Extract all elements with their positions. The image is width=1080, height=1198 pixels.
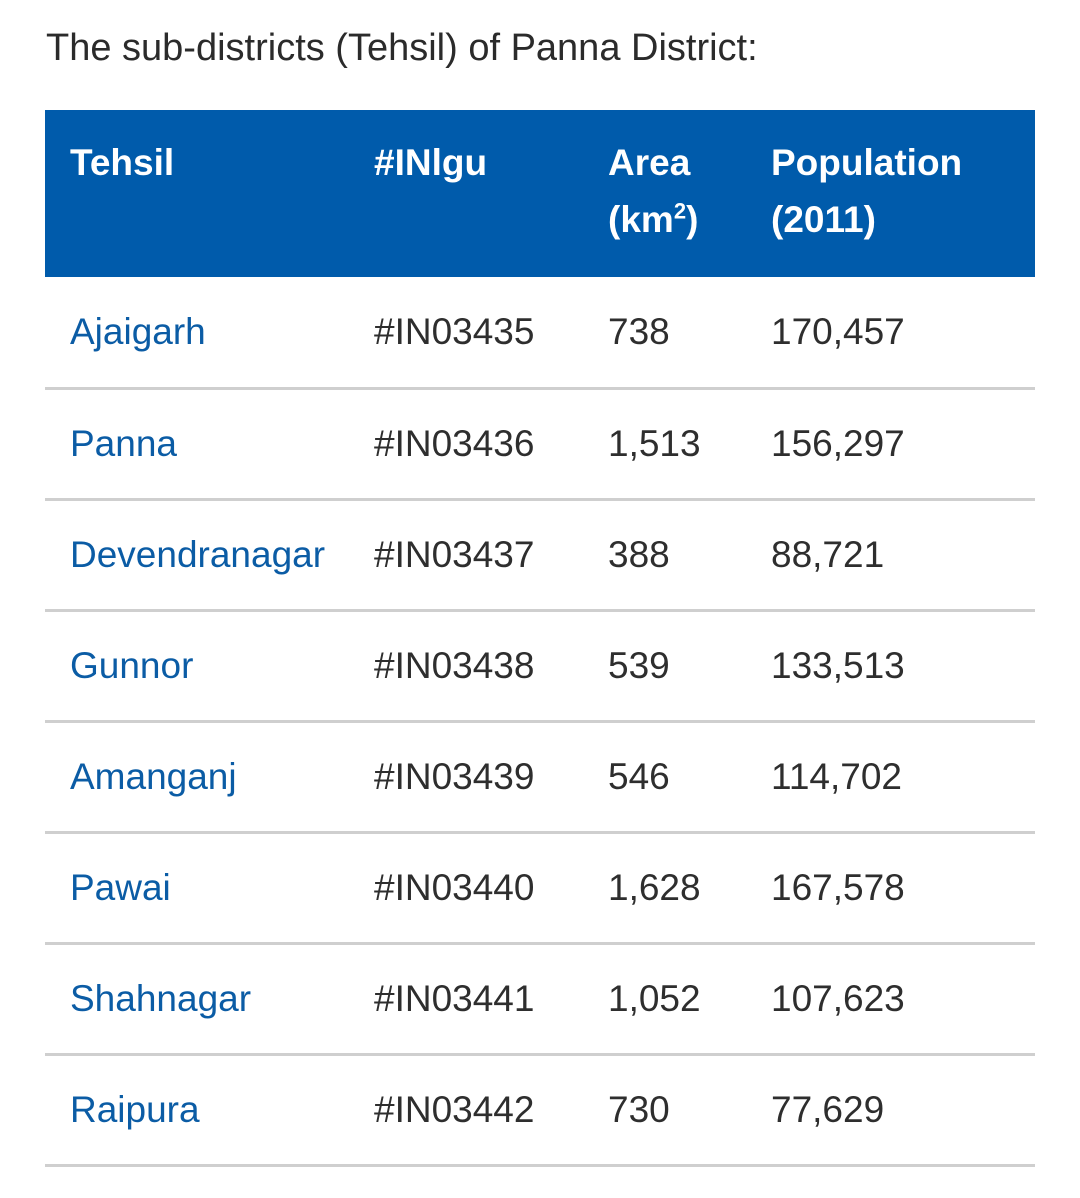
tehsil-cell: Pawai	[45, 832, 374, 943]
header-population-line2: (2011)	[771, 199, 876, 240]
header-area-line1: Area	[608, 142, 691, 183]
header-area-unit-sup: 2	[673, 198, 687, 224]
tehsil-table: Tehsil #INlgu Area (km2) Population (2011)…	[45, 110, 1035, 1167]
tehsil-cell: Shahnagar	[45, 943, 374, 1054]
tehsil-cell: Devendranagar	[45, 499, 374, 610]
tehsil-link[interactable]: Ajaigarh	[70, 310, 206, 352]
header-area: Area (km2)	[608, 110, 771, 277]
population-cell: 156,297	[771, 422, 905, 464]
header-inlgu: #INlgu	[374, 110, 608, 277]
tehsil-cell: Raipura	[45, 1054, 374, 1165]
area-cell: 388	[608, 533, 670, 575]
tehsil-link[interactable]: Amanganj	[70, 755, 237, 797]
population-cell: 170,457	[771, 310, 905, 352]
population-cell: 167,578	[771, 866, 905, 908]
area-cell: 738	[608, 310, 670, 352]
tehsil-link[interactable]: Raipura	[70, 1088, 200, 1130]
tehsil-link[interactable]: Gunnor	[70, 644, 194, 686]
table-row: Gunnor #IN03438 539 133,513	[45, 610, 1035, 721]
tehsil-link[interactable]: Panna	[70, 422, 177, 464]
table-row: Panna #IN03436 1,513 156,297	[45, 388, 1035, 499]
header-area-unit-close: )	[686, 199, 699, 240]
tehsil-link[interactable]: Pawai	[70, 866, 171, 908]
header-tehsil-label: Tehsil	[70, 142, 175, 183]
intro-text: The sub-districts (Tehsil) of Panna Dist…	[46, 27, 758, 69]
population-cell: 107,623	[771, 977, 905, 1019]
table-row: Ajaigarh #IN03435 738 170,457	[45, 277, 1035, 388]
tehsil-cell: Amanganj	[45, 721, 374, 832]
code-cell: #IN03435	[374, 310, 535, 352]
population-cell: 88,721	[771, 533, 885, 575]
code-cell: #IN03439	[374, 755, 535, 797]
code-cell: #IN03437	[374, 533, 535, 575]
code-cell: #IN03440	[374, 866, 535, 908]
table-row: Devendranagar #IN03437 388 88,721	[45, 499, 1035, 610]
area-cell: 539	[608, 644, 670, 686]
tehsil-cell: Panna	[45, 388, 374, 499]
table-row: Amanganj #IN03439 546 114,702	[45, 721, 1035, 832]
header-population: Population (2011)	[771, 110, 1035, 277]
header-population-line1: Population	[771, 142, 963, 183]
header-inlgu-label: #INlgu	[374, 142, 488, 183]
table-row: Pawai #IN03440 1,628 167,578	[45, 832, 1035, 943]
area-cell: 1,513	[608, 422, 701, 464]
area-cell: 1,052	[608, 977, 701, 1019]
table-row: Raipura #IN03442 730 77,629	[45, 1054, 1035, 1165]
header-tehsil: Tehsil	[45, 110, 374, 277]
tehsil-cell: Ajaigarh	[45, 277, 374, 388]
area-cell: 546	[608, 755, 670, 797]
code-cell: #IN03442	[374, 1088, 535, 1130]
table-row: Shahnagar #IN03441 1,052 107,623	[45, 943, 1035, 1054]
code-cell: #IN03436	[374, 422, 535, 464]
table-header: Tehsil #INlgu Area (km2) Population (2011)	[45, 110, 1035, 277]
tehsil-link[interactable]: Shahnagar	[70, 977, 252, 1019]
table-header-row: Tehsil #INlgu Area (km2) Population (2011)	[45, 110, 1035, 277]
header-area-unit-open: (km	[608, 199, 674, 240]
tehsil-cell: Gunnor	[45, 610, 374, 721]
population-cell: 114,702	[771, 755, 902, 797]
population-cell: 133,513	[771, 644, 905, 686]
area-cell: 1,628	[608, 866, 701, 908]
population-cell: 77,629	[771, 1088, 885, 1130]
table-body: Ajaigarh #IN03435 738 170,457 Panna #IN0…	[45, 277, 1035, 1165]
code-cell: #IN03441	[374, 977, 535, 1019]
code-cell: #IN03438	[374, 644, 535, 686]
tehsil-link[interactable]: Devendranagar	[70, 533, 326, 575]
area-cell: 730	[608, 1088, 670, 1130]
